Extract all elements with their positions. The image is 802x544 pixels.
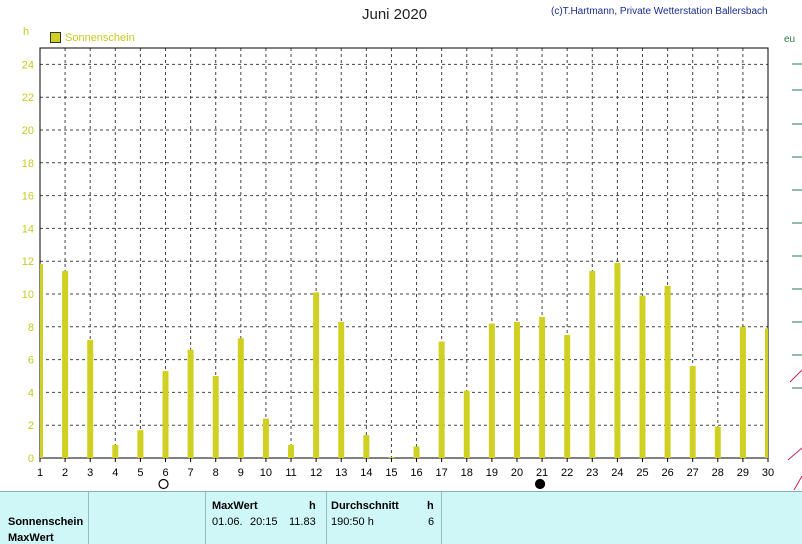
maxwert-unit: h [309, 500, 316, 512]
bar [614, 262, 621, 458]
x-tick-label: 5 [137, 467, 143, 479]
bar [689, 366, 696, 458]
x-tick-label: 12 [310, 467, 322, 479]
x-tick-label: 6 [162, 467, 168, 479]
durchschnitt-value: 6 [428, 516, 435, 528]
y-tick-label: 10 [22, 289, 34, 301]
x-tick-label: 9 [238, 467, 244, 479]
x-tick-label: 2 [62, 467, 68, 479]
x-tick-label: 4 [112, 467, 118, 479]
y-axis-unit: h [23, 26, 30, 38]
bar [363, 435, 370, 458]
bar [62, 271, 69, 458]
y-tick-label: 0 [28, 453, 34, 465]
bar [112, 444, 119, 458]
bar [413, 446, 420, 458]
x-tick-label: 8 [213, 467, 219, 479]
statistics-table: Sonnenschein MaxWert MaxWert h 01.06. 20… [0, 491, 802, 544]
bar [313, 292, 320, 458]
bar [438, 341, 445, 458]
y-tick-label: 12 [22, 256, 34, 268]
x-tick-label: 25 [636, 467, 648, 479]
x-tick-label: 3 [87, 467, 93, 479]
x-tick-label: 14 [360, 467, 372, 479]
x-tick-label: 28 [712, 467, 724, 479]
bar [87, 339, 94, 458]
maxwert-time: 20:15 [250, 516, 278, 528]
bar [539, 316, 546, 458]
x-tick-label: 18 [461, 467, 473, 479]
x-tick-label: 1 [37, 467, 43, 479]
durchschnitt-header: Durchschnitt [331, 500, 399, 512]
adjacent-chart-fragment: eu [784, 34, 802, 490]
maxwert-value: 11.83 [289, 516, 316, 528]
x-tick-label: 16 [410, 467, 422, 479]
x-tick-label: 19 [486, 467, 498, 479]
new-moon-icon [534, 478, 546, 490]
x-tick-label: 7 [188, 467, 194, 479]
x-tick-label: 24 [611, 467, 623, 479]
bar [288, 444, 295, 458]
chart-title: Juni 2020 [362, 6, 428, 23]
plot-frame [39, 47, 769, 459]
legend: Sonnenschein [50, 31, 135, 44]
bar [237, 338, 244, 458]
y-tick-label: 2 [28, 420, 34, 432]
bar [739, 326, 746, 458]
x-tick-label: 20 [511, 467, 523, 479]
bar [714, 426, 721, 458]
bar [162, 371, 169, 458]
bar [262, 418, 269, 458]
y-tick-label: 6 [28, 355, 34, 367]
maxwert-header: MaxWert [212, 500, 258, 512]
bar [40, 263, 43, 458]
x-tick-label: 11 [285, 467, 296, 479]
maxwert-date: 01.06. [212, 516, 243, 528]
y-tick-label: 22 [22, 92, 34, 104]
legend-label: Sonnenschein [65, 31, 135, 44]
legend-swatch [50, 32, 61, 43]
x-tick-label: 15 [385, 467, 397, 479]
bar [564, 335, 571, 458]
x-tick-label: 26 [661, 467, 673, 479]
row-label-maxwert: MaxWert [8, 532, 54, 544]
x-tick-label: 13 [335, 467, 347, 479]
bar [187, 349, 194, 458]
full-moon-icon [158, 478, 169, 490]
bar [338, 321, 345, 458]
y-tick-label: 24 [22, 59, 34, 71]
bar [589, 271, 596, 458]
bar [639, 295, 646, 458]
x-tick-label: 17 [436, 467, 448, 479]
x-tick-label: 30 [762, 467, 774, 479]
bar [664, 285, 671, 458]
x-tick-label: 23 [586, 467, 598, 479]
bar [488, 323, 495, 458]
durchschnitt-total: 190:50 h [331, 516, 374, 528]
x-tick-label: 21 [536, 467, 548, 479]
y-tick-label: 18 [22, 158, 34, 170]
bar [212, 376, 219, 458]
bar [463, 390, 470, 458]
copyright-text: (c)T.Hartmann, Private Wetterstation Bal… [551, 6, 768, 17]
y-tick-label: 4 [28, 387, 34, 399]
bar [137, 430, 144, 458]
row-label-sonnenschein: Sonnenschein [8, 516, 84, 528]
y-tick-label: 16 [22, 191, 34, 203]
x-tick-label: 27 [687, 467, 699, 479]
y-tick-label: 14 [22, 223, 34, 235]
bar [388, 457, 395, 458]
y-tick-label: 20 [22, 125, 34, 137]
bar [765, 328, 768, 458]
x-tick-label: 10 [260, 467, 272, 479]
x-tick-label: 22 [561, 467, 573, 479]
bar [513, 321, 520, 458]
durchschnitt-unit: h [427, 500, 434, 512]
svg-text:eu: eu [784, 34, 795, 45]
y-tick-label: 8 [28, 322, 34, 334]
x-tick-label: 29 [737, 467, 749, 479]
